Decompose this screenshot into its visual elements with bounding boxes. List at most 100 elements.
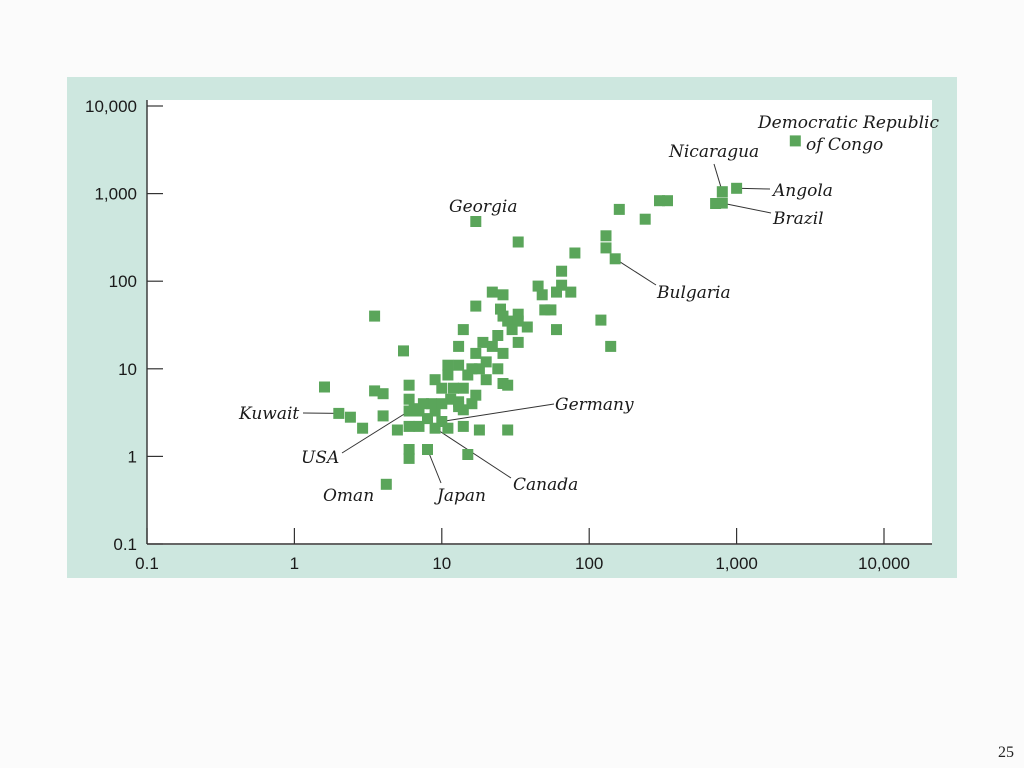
- data-point: [486, 286, 498, 298]
- data-point: [497, 289, 509, 301]
- annotation-kuwait: Kuwait: [238, 404, 299, 424]
- data-point: [466, 363, 478, 375]
- data-point: [551, 286, 562, 298]
- data-point: [605, 340, 617, 352]
- data-point: [654, 195, 665, 207]
- data-point: [425, 398, 437, 410]
- y-tick-label: 10,000: [85, 97, 137, 116]
- data-point: [436, 398, 448, 410]
- x-tick-label: 1: [290, 554, 299, 573]
- data-point: [442, 359, 454, 371]
- data-point: [789, 135, 801, 147]
- data-point: [492, 330, 504, 341]
- data-point: [569, 247, 581, 259]
- data-point: [497, 347, 509, 359]
- data-point: [391, 424, 403, 436]
- data-point: [609, 253, 621, 265]
- data-point: [521, 321, 533, 333]
- data-points: [319, 135, 801, 490]
- data-point: [495, 303, 506, 315]
- data-point: [453, 401, 465, 413]
- data-point: [457, 324, 469, 336]
- y-tick-label: 0.1: [113, 535, 137, 554]
- data-point: [422, 413, 433, 425]
- data-point: [639, 213, 651, 225]
- data-point: [600, 242, 612, 254]
- data-point: [344, 411, 356, 423]
- data-point: [512, 315, 524, 327]
- data-point: [492, 363, 504, 375]
- x-tick-label: 0.1: [135, 554, 159, 573]
- page-number: 25: [998, 744, 1014, 761]
- annotation-brazil: Brazil: [772, 209, 824, 229]
- leader-line: [614, 258, 657, 286]
- data-point: [377, 388, 389, 400]
- x-tick-label: 100: [575, 554, 603, 573]
- data-point: [398, 345, 409, 357]
- data-point: [457, 420, 469, 432]
- annotation-germany: Germany: [555, 395, 634, 415]
- data-point: [422, 444, 433, 455]
- x-tick-label: 1,000: [715, 554, 758, 573]
- data-point: [403, 420, 415, 432]
- data-point: [613, 203, 625, 215]
- x-tick-label: 10: [432, 554, 451, 573]
- data-point: [429, 374, 441, 386]
- leader-line: [341, 410, 410, 454]
- annotation-japan: Japan: [434, 486, 486, 506]
- data-point: [470, 216, 482, 227]
- data-point: [333, 407, 345, 419]
- data-point: [377, 410, 389, 422]
- data-point: [556, 279, 568, 291]
- data-point: [502, 379, 514, 391]
- data-point: [462, 449, 474, 460]
- data-point: [536, 289, 548, 301]
- axis-ticks: 0.1 1 10 100 1,000 10,000 0.1 1 10 100 1,000 10,000: [85, 97, 910, 573]
- data-point: [551, 324, 562, 336]
- data-point: [448, 382, 459, 394]
- data-point: [556, 265, 568, 277]
- y-tick-label: 1: [128, 447, 137, 466]
- data-point: [369, 385, 381, 397]
- annotation-oman: Oman: [323, 486, 374, 506]
- y-tick-label: 1,000: [94, 185, 137, 204]
- data-point: [470, 347, 482, 359]
- annotation-democratic-republic-of-congo: Democratic Republic of Congo: [757, 113, 944, 155]
- data-point: [532, 280, 544, 292]
- annotation-georgia: Georgia: [449, 197, 517, 217]
- data-point: [369, 310, 381, 322]
- data-point: [413, 420, 425, 432]
- data-point: [502, 315, 514, 327]
- data-point: [480, 374, 492, 386]
- data-point: [357, 422, 369, 434]
- data-point: [442, 422, 454, 434]
- data-point: [457, 382, 469, 394]
- leader-line: [736, 187, 771, 190]
- data-point: [502, 424, 514, 436]
- annotation-canada: Canada: [513, 475, 578, 495]
- data-point: [403, 444, 415, 455]
- axes: [146, 100, 932, 545]
- x-tick-label: 10,000: [858, 554, 910, 573]
- data-point: [466, 398, 478, 410]
- data-point: [716, 197, 728, 209]
- y-tick-label: 100: [109, 272, 137, 291]
- data-point: [473, 424, 485, 436]
- data-point: [445, 393, 457, 405]
- data-point: [506, 324, 518, 336]
- data-point: [429, 422, 441, 434]
- data-point: [380, 478, 392, 490]
- data-point: [453, 359, 465, 371]
- data-point: [470, 389, 482, 401]
- data-point: [417, 398, 429, 410]
- data-point: [403, 379, 415, 391]
- data-point: [512, 336, 524, 348]
- data-point: [545, 304, 557, 316]
- data-point: [473, 363, 485, 375]
- data-point: [480, 356, 492, 368]
- data-point: [710, 198, 722, 209]
- data-point: [662, 195, 673, 207]
- data-point: [716, 186, 728, 198]
- data-point: [600, 230, 612, 242]
